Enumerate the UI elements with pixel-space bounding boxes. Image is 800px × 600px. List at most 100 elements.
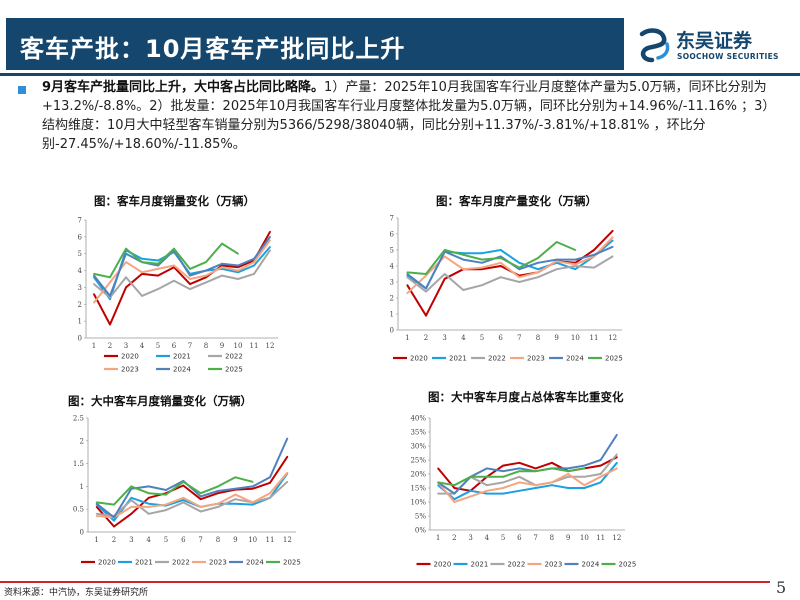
logo-english: SOOCHOW SECURITIES: [677, 52, 779, 61]
data-point-2020: [205, 276, 207, 279]
data-point-2023: [518, 481, 521, 484]
series-2024: [437, 433, 618, 495]
data-point-2023: [234, 493, 237, 496]
x-tick-label: 8: [216, 536, 220, 544]
data-point-2024: [269, 235, 271, 238]
data-point-2025: [583, 467, 586, 470]
data-point-2025: [406, 271, 409, 274]
data-point-2022: [205, 281, 207, 284]
data-point-2024: [199, 495, 202, 498]
data-point-2023: [217, 502, 219, 505]
x-tick-label: 8: [204, 342, 208, 350]
data-point-2025: [189, 267, 191, 270]
data-point-2025: [502, 475, 505, 478]
x-tick-label: 1: [436, 534, 440, 542]
data-point-2022: [537, 276, 539, 279]
data-point-2024: [567, 467, 570, 470]
legend-label-2021: 2021: [135, 559, 153, 567]
data-point-2022: [462, 289, 465, 291]
series-line-2025: [407, 241, 576, 275]
data-point-2024: [555, 258, 558, 261]
data-point-2022: [518, 281, 521, 283]
data-point-2020: [199, 498, 202, 501]
chart-title-sales: 图：客车月度销量变化（万辆）: [94, 194, 255, 208]
y-tick-label: 2: [78, 301, 82, 309]
data-point-2022: [443, 273, 446, 275]
x-tick-label: 2: [424, 334, 428, 342]
data-point-2022: [574, 265, 577, 267]
data-point-2023: [147, 506, 150, 508]
series-2022: [93, 249, 271, 299]
x-tick-label: 10: [571, 334, 580, 342]
data-point-2022: [189, 288, 191, 291]
data-point-2023: [286, 471, 289, 474]
data-point-2023: [599, 475, 602, 478]
data-point-2025: [499, 257, 502, 259]
data-point-2024: [481, 261, 483, 264]
data-point-2020: [269, 481, 271, 484]
legend-label-2020: 2020: [98, 559, 116, 567]
series-2025: [95, 476, 254, 506]
data-point-2023: [481, 266, 483, 269]
x-tick-label: 4: [140, 342, 145, 350]
x-tick-label: 9: [566, 534, 570, 542]
data-point-2022: [269, 249, 271, 252]
data-point-2022: [593, 266, 595, 269]
y-tick-label: 25%: [410, 457, 426, 465]
data-point-2022: [221, 274, 223, 277]
data-point-2025: [550, 467, 553, 470]
legend-label-2023: 2023: [545, 561, 563, 569]
legend-label-2022: 2022: [172, 559, 190, 567]
data-point-2023: [221, 266, 223, 269]
data-point-2023: [269, 239, 271, 242]
y-tick-label: 1: [80, 483, 84, 491]
data-point-2025: [237, 252, 239, 255]
data-point-2025: [425, 273, 427, 275]
data-point-2025: [518, 266, 521, 269]
series-2023: [93, 239, 271, 304]
data-point-2024: [205, 269, 207, 272]
data-point-2023: [502, 487, 505, 489]
data-point-2023: [615, 467, 618, 470]
legend-label-2023: 2023: [209, 559, 227, 567]
data-point-2020: [269, 230, 271, 233]
x-tick-label: 6: [498, 334, 503, 342]
data-point-2022: [109, 296, 111, 299]
data-point-2025: [443, 249, 446, 251]
x-tick-label: 5: [480, 334, 484, 342]
data-point-2020: [443, 277, 446, 280]
data-point-2023: [251, 501, 254, 504]
data-point-2022: [567, 475, 570, 478]
data-point-2020: [157, 274, 159, 277]
data-point-2023: [462, 268, 465, 271]
data-point-2025: [251, 480, 254, 483]
series-2025: [437, 467, 586, 487]
series-line-2020: [93, 231, 271, 326]
data-point-2024: [518, 467, 521, 470]
data-point-2024: [502, 470, 505, 473]
y-tick-label: 0.5: [73, 506, 84, 514]
y-tick-label: 1.5: [73, 460, 84, 468]
data-point-2023: [518, 276, 521, 279]
data-point-2023: [567, 473, 570, 475]
data-point-2020: [189, 283, 191, 285]
data-point-2021: [234, 502, 237, 505]
data-point-2025: [141, 261, 143, 264]
data-point-2024: [406, 273, 409, 275]
data-point-2025: [462, 253, 465, 256]
data-point-2023: [574, 263, 577, 266]
series-line-2024: [93, 236, 271, 297]
y-tick-label: 5%: [415, 513, 426, 521]
legend-label-2025: 2025: [283, 559, 301, 567]
data-point-2022: [141, 294, 143, 297]
data-point-2024: [453, 492, 456, 495]
data-point-2025: [165, 493, 167, 496]
logo-mark-icon: [639, 28, 670, 63]
data-point-2022: [157, 288, 159, 291]
legend-label-2025: 2025: [225, 366, 243, 374]
data-point-2023: [555, 260, 558, 263]
series-2022: [437, 453, 618, 495]
data-point-2023: [205, 274, 207, 277]
chart-monthly-production: 0 1 2 3 4 5 6 7 1 2 3 4 5 6 7 8 9 10 11 12 2020 2021 2022 2023 2…: [378, 214, 628, 374]
